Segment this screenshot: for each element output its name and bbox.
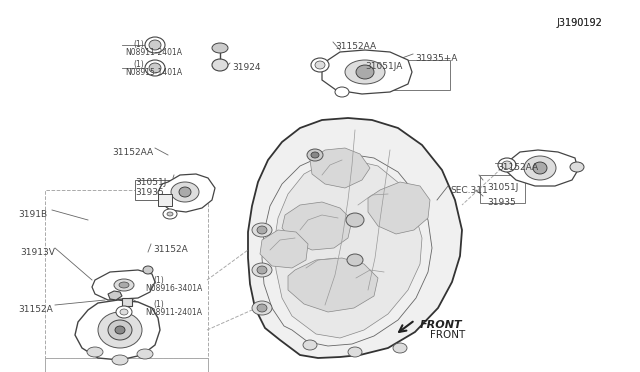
Ellipse shape [149, 40, 161, 50]
Ellipse shape [307, 149, 323, 161]
Polygon shape [310, 148, 370, 188]
Ellipse shape [356, 65, 374, 79]
Text: J3190192: J3190192 [556, 18, 602, 28]
Bar [45, 190, 208, 358]
Ellipse shape [143, 266, 153, 274]
Ellipse shape [345, 60, 385, 84]
Ellipse shape [252, 263, 272, 277]
Text: 31152AA: 31152AA [497, 163, 538, 172]
Ellipse shape [570, 162, 584, 172]
Text: (1): (1) [133, 40, 144, 49]
Ellipse shape [533, 162, 547, 174]
Polygon shape [108, 291, 122, 300]
Ellipse shape [257, 226, 267, 234]
Bar [355, 60, 450, 90]
Polygon shape [92, 270, 155, 300]
Text: SEC.311: SEC.311 [450, 186, 488, 195]
Ellipse shape [171, 182, 199, 202]
Ellipse shape [311, 58, 329, 72]
Ellipse shape [115, 326, 125, 334]
Ellipse shape [120, 309, 128, 315]
Polygon shape [248, 118, 462, 358]
Polygon shape [282, 202, 352, 250]
Polygon shape [368, 182, 430, 234]
Ellipse shape [346, 213, 364, 227]
Ellipse shape [502, 161, 512, 169]
Ellipse shape [311, 152, 319, 158]
Ellipse shape [252, 223, 272, 237]
Bar [45, 358, 208, 372]
Ellipse shape [303, 340, 317, 350]
Ellipse shape [98, 312, 142, 348]
Text: 31051J: 31051J [487, 183, 518, 192]
Text: 31152A: 31152A [153, 245, 188, 254]
Bar [480, 175, 525, 203]
Text: FRONT: FRONT [420, 320, 463, 330]
Ellipse shape [116, 306, 132, 318]
Ellipse shape [119, 282, 129, 288]
Ellipse shape [167, 212, 173, 216]
Ellipse shape [315, 61, 325, 69]
Text: 3191B: 3191B [18, 210, 47, 219]
Bar [135, 180, 190, 200]
Ellipse shape [179, 187, 191, 197]
Bar [158, 194, 172, 206]
Text: 31935: 31935 [487, 198, 516, 207]
Text: 31051J: 31051J [135, 178, 166, 187]
Ellipse shape [498, 158, 516, 172]
Ellipse shape [145, 60, 165, 76]
Ellipse shape [348, 347, 362, 357]
Text: 31152A: 31152A [18, 305, 52, 314]
Ellipse shape [252, 301, 272, 315]
Ellipse shape [137, 349, 153, 359]
Ellipse shape [335, 87, 349, 97]
Bar [122, 298, 132, 306]
Text: (1): (1) [133, 60, 144, 69]
Polygon shape [274, 160, 422, 338]
Ellipse shape [347, 254, 363, 266]
Ellipse shape [257, 266, 267, 274]
Ellipse shape [257, 304, 267, 312]
Polygon shape [322, 50, 412, 94]
Ellipse shape [163, 209, 177, 219]
Text: FRONT: FRONT [430, 330, 465, 340]
Ellipse shape [212, 59, 228, 71]
Text: 31152AA: 31152AA [335, 42, 376, 51]
Text: 31935: 31935 [135, 188, 164, 197]
Ellipse shape [87, 347, 103, 357]
Polygon shape [505, 150, 578, 186]
Polygon shape [75, 300, 160, 360]
Text: 31051JA: 31051JA [365, 62, 403, 71]
Ellipse shape [212, 43, 228, 53]
Polygon shape [260, 230, 308, 268]
Text: (1): (1) [153, 300, 164, 309]
Ellipse shape [149, 63, 161, 73]
Text: 31935+A: 31935+A [415, 54, 458, 63]
Text: N08911-2401A: N08911-2401A [125, 48, 182, 57]
Ellipse shape [112, 355, 128, 365]
Text: 31152AA: 31152AA [112, 148, 153, 157]
Text: (1): (1) [153, 276, 164, 285]
Ellipse shape [145, 37, 165, 53]
Polygon shape [158, 174, 215, 212]
Text: 31924: 31924 [232, 63, 260, 72]
Text: N08916-3401A: N08916-3401A [145, 284, 202, 293]
Ellipse shape [114, 279, 134, 291]
Ellipse shape [393, 343, 407, 353]
Text: N08915-1401A: N08915-1401A [125, 68, 182, 77]
Text: 31913V: 31913V [20, 248, 55, 257]
Ellipse shape [108, 320, 132, 340]
Polygon shape [288, 258, 378, 312]
Text: N08911-2401A: N08911-2401A [145, 308, 202, 317]
Ellipse shape [524, 156, 556, 180]
Text: J3190192: J3190192 [556, 18, 602, 28]
